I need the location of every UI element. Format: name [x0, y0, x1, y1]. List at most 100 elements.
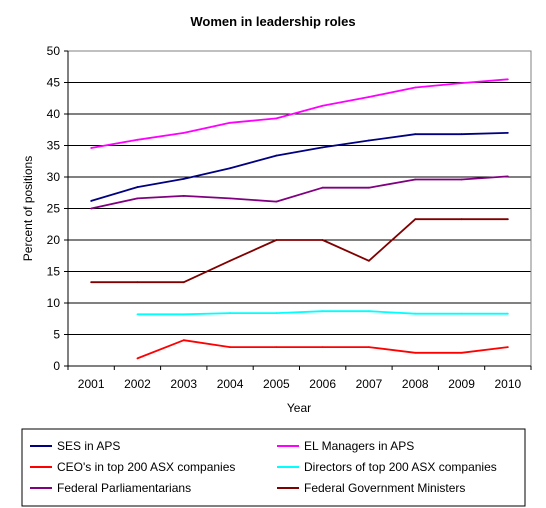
legend-item: EL Managers in APS	[277, 439, 414, 453]
series-line	[90, 132, 508, 202]
data-point	[229, 259, 231, 262]
data-point	[90, 207, 93, 210]
legend-label: Directors of top 200 ASX companies	[304, 460, 497, 474]
legend-label: Federal Parliamentarians	[57, 481, 191, 495]
x-axis-label: Year	[287, 401, 311, 415]
y-axis-label: Percent of positions	[21, 156, 35, 261]
y-tick-label: 50	[47, 44, 61, 58]
data-point	[90, 200, 93, 202]
data-point	[136, 138, 139, 141]
data-point	[321, 310, 324, 313]
x-axis: 2001 2002 2003 2004 2005 2006 2007 2008 2009 2010	[67, 51, 532, 391]
data-point	[136, 281, 139, 284]
data-point	[368, 186, 370, 189]
data-point	[506, 218, 509, 221]
data-point	[275, 200, 278, 203]
data-point	[229, 167, 231, 170]
data-point	[229, 197, 231, 200]
data-point	[368, 310, 370, 313]
series-0	[90, 132, 509, 202]
y-tick-label: 15	[47, 265, 61, 279]
data-point	[368, 96, 370, 98]
data-point	[321, 346, 324, 348]
data-point	[321, 104, 324, 107]
y-tick-label: 30	[47, 170, 61, 184]
gridlines	[68, 82, 531, 335]
series-5	[90, 218, 509, 284]
series-1	[90, 78, 509, 149]
data-point	[90, 147, 93, 149]
data-point	[368, 346, 370, 348]
x-tick-label: 2003	[170, 377, 197, 391]
y-axis: 0 5 10 15 20 25 30 35 40 45 50	[47, 44, 68, 373]
data-point	[275, 239, 278, 241]
legend-item: Federal Parliamentarians	[30, 481, 191, 495]
data-point	[229, 346, 231, 348]
x-tick-label: 2007	[356, 377, 383, 391]
data-point	[506, 346, 509, 348]
chart-title: Women in leadership roles	[190, 14, 355, 29]
data-point	[506, 175, 509, 178]
data-point	[321, 186, 324, 189]
series-2	[136, 339, 509, 360]
x-tick-label: 2010	[494, 377, 521, 391]
legend-item: SES in APS	[30, 439, 120, 453]
data-point	[321, 239, 324, 241]
x-tick-label: 2009	[448, 377, 475, 391]
y-tick-label: 5	[53, 328, 60, 342]
data-point	[460, 133, 463, 136]
legend-label: Federal Government Ministers	[304, 481, 465, 495]
legend-label: SES in APS	[57, 439, 120, 453]
legend-item: CEO's in top 200 ASX companies	[30, 460, 235, 474]
data-point	[182, 195, 185, 197]
data-point	[136, 186, 139, 188]
legend-label: CEO's in top 200 ASX companies	[57, 460, 235, 474]
data-point	[460, 82, 463, 85]
y-tick-label: 35	[47, 139, 61, 153]
legend-label: EL Managers in APS	[304, 439, 414, 453]
series-4	[90, 175, 509, 210]
series-line	[91, 78, 508, 149]
data-point	[460, 218, 463, 221]
data-point	[460, 178, 463, 181]
data-point	[414, 312, 417, 315]
x-tick-label: 2006	[309, 377, 336, 391]
x-tick-label: 2004	[217, 377, 244, 391]
y-tick-label: 25	[47, 202, 61, 216]
data-point	[136, 313, 139, 316]
data-point	[414, 218, 417, 221]
data-point	[182, 339, 185, 342]
data-point	[321, 146, 324, 149]
data-point	[275, 346, 278, 348]
data-point	[229, 312, 231, 314]
data-point	[136, 357, 139, 360]
data-point	[136, 197, 139, 200]
data-point	[506, 312, 509, 315]
y-tick-label: 20	[47, 233, 61, 247]
legend-box	[21, 428, 526, 507]
x-tick-label: 2008	[402, 377, 429, 391]
x-tick-label: 2001	[78, 377, 105, 391]
data-point	[275, 312, 278, 314]
data-point	[414, 133, 417, 136]
series-line	[137, 339, 508, 360]
data-point	[229, 121, 231, 124]
series-line	[91, 175, 508, 210]
legend: SES in APS EL Managers in APS CEO's in top…	[30, 439, 497, 495]
data-point	[182, 313, 185, 316]
data-point	[368, 259, 370, 262]
x-tick-label: 2002	[124, 377, 151, 391]
data-point	[460, 312, 463, 315]
data-point	[90, 281, 93, 284]
legend-item: Federal Government Ministers	[277, 481, 465, 495]
data-point	[182, 177, 185, 180]
y-tick-label: 40	[47, 107, 61, 121]
data-point	[460, 351, 463, 354]
series-line	[91, 218, 508, 284]
data-point	[506, 78, 509, 81]
series-lines	[90, 78, 509, 360]
data-point	[368, 139, 370, 142]
y-tick-label: 0	[53, 359, 60, 373]
data-point	[275, 154, 278, 157]
